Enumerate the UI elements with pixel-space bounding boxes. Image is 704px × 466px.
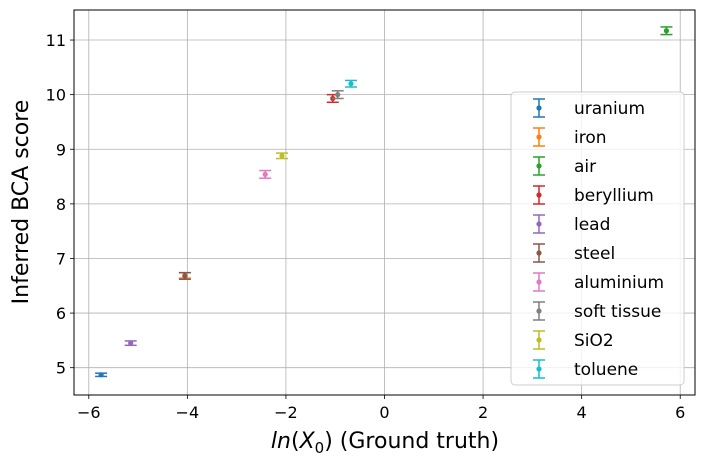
- axis-ticks: −6 −4 −2 0 2 4 6 5 6 7 8 9 10 11: [46, 31, 686, 422]
- y-axis-label: Inferred BCA score: [9, 100, 34, 305]
- data-point-steel: [178, 271, 191, 280]
- x-tick-label: −4: [176, 403, 200, 422]
- legend-label: iron: [574, 128, 607, 148]
- data-marker: [182, 273, 188, 279]
- y-tick-label: 7: [56, 249, 66, 268]
- x-tick-label: 0: [379, 403, 389, 422]
- legend-entry: iron: [533, 127, 607, 148]
- data-point-soft-tissue: [331, 90, 344, 100]
- data-marker: [262, 171, 268, 177]
- data-point-aluminium: [259, 169, 272, 179]
- legend-marker-icon: [536, 105, 542, 111]
- x-tick-label: −2: [274, 403, 298, 422]
- legend-box: [510, 91, 685, 386]
- data-point-toluene: [344, 79, 357, 88]
- y-tick-label: 11: [46, 31, 66, 50]
- x-tick-label: −6: [77, 403, 101, 422]
- legend-label: lead: [574, 215, 610, 235]
- legend-marker-icon: [536, 134, 542, 140]
- data-marker: [348, 81, 354, 87]
- legend-marker-icon: [536, 163, 542, 169]
- legend-label: SiO2: [574, 331, 614, 351]
- x-tick-label: 2: [478, 403, 488, 422]
- data-marker: [335, 92, 341, 98]
- legend-marker-icon: [536, 308, 542, 314]
- legend-entry: SiO2: [533, 330, 614, 351]
- legend-marker-icon: [536, 192, 542, 198]
- y-tick-label: 9: [56, 140, 66, 159]
- data-point-sio2: [275, 152, 288, 160]
- legend-marker-icon: [536, 366, 542, 372]
- x-axis-label: ln(X0) (Ground truth): [271, 429, 499, 457]
- legend-label: uranium: [574, 99, 645, 119]
- data-marker: [279, 153, 285, 159]
- legend-entry: steel: [533, 243, 615, 264]
- legend-label: toluene: [574, 360, 638, 380]
- x-tick-label: 4: [577, 403, 587, 422]
- legend-label: air: [574, 157, 596, 177]
- legend-label: beryllium: [574, 186, 654, 206]
- y-tick-label: 5: [56, 359, 66, 378]
- data-marker: [98, 372, 104, 378]
- data-point-air: [660, 26, 673, 36]
- legend-entry: air: [533, 156, 596, 177]
- legend-label: soft tissue: [574, 302, 661, 322]
- legend-label: steel: [574, 244, 615, 264]
- legend-entry: soft tissue: [533, 301, 661, 322]
- x-tick-label: 6: [675, 403, 685, 422]
- data-point-uranium: [95, 372, 108, 378]
- legend-label: aluminium: [574, 273, 664, 293]
- data-point-lead: [124, 340, 137, 347]
- legend-entry: aluminium: [533, 272, 664, 293]
- legend-entry: uranium: [533, 98, 645, 119]
- legend-entry: lead: [533, 214, 610, 235]
- data-marker: [128, 340, 134, 346]
- data-marks: [95, 26, 673, 378]
- y-tick-label: 6: [56, 304, 66, 323]
- y-tick-label: 8: [56, 195, 66, 214]
- legend-entry: toluene: [533, 359, 638, 380]
- legend-marker-icon: [536, 337, 542, 343]
- legend-marker-icon: [536, 279, 542, 285]
- legend-entry: beryllium: [533, 185, 654, 206]
- legend-marker-icon: [536, 221, 542, 227]
- y-tick-label: 10: [46, 86, 66, 105]
- legend: uranium iron air beryllium lead steel aluminiu…: [510, 91, 685, 386]
- data-marker: [663, 28, 670, 34]
- legend-marker-icon: [536, 250, 542, 256]
